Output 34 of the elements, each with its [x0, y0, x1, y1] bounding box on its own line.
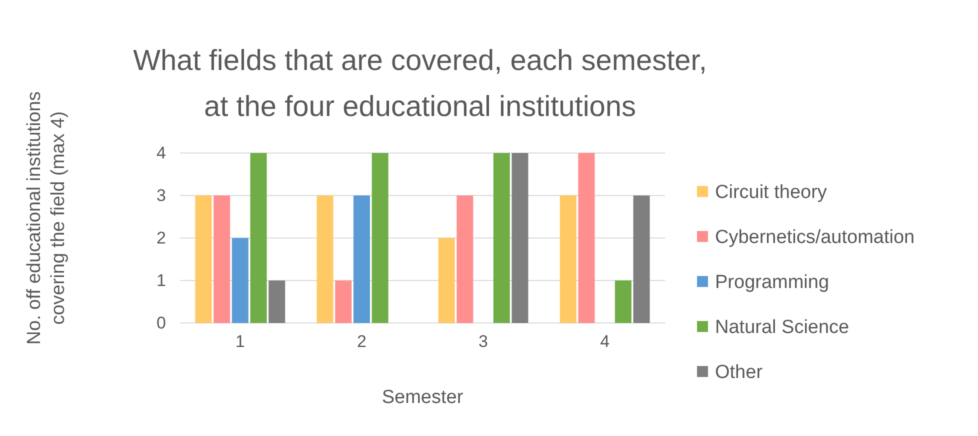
bar	[250, 153, 267, 323]
x-tick-label: 2	[356, 332, 366, 352]
bar	[614, 280, 632, 323]
bar	[512, 153, 528, 323]
legend-label: Circuit theory	[715, 182, 828, 203]
y-tick-label: 1	[156, 270, 166, 290]
bar	[268, 280, 286, 323]
legend-label: Programming	[715, 272, 830, 293]
x-tick-label: 3	[478, 332, 488, 352]
bar	[493, 153, 510, 323]
y-tick-label: 0	[156, 313, 166, 332]
legend-label: Cybernetics/automation	[715, 227, 915, 248]
legend-label: Natural Science	[715, 317, 850, 338]
bar	[353, 196, 370, 323]
y-tick-label: 2	[156, 228, 166, 248]
bar	[456, 196, 474, 323]
y-axis-title: No. off educational institutions covering the field (max 4)	[24, 91, 69, 345]
x-axis-title: Semester	[382, 387, 464, 408]
bar	[214, 196, 230, 323]
bar	[195, 196, 212, 323]
bar	[316, 196, 334, 323]
chart-title: What fields that are covered, each semester, at the four educational institutions	[133, 45, 707, 123]
x-tick-label: 4	[600, 332, 610, 352]
legend-label: Other	[715, 362, 764, 383]
bar	[560, 196, 576, 323]
x-tick-label: 1	[235, 332, 245, 352]
bar	[335, 280, 352, 323]
y-tick-label: 4	[156, 143, 166, 162]
bar	[232, 238, 248, 323]
y-tick-label: 3	[156, 186, 166, 205]
bar	[372, 153, 388, 323]
bar	[578, 153, 595, 323]
bar	[633, 196, 650, 323]
bar	[438, 238, 455, 323]
